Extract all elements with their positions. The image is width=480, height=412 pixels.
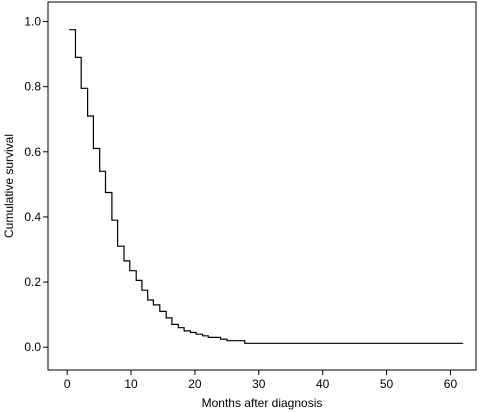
x-tick-label: 30 — [252, 377, 266, 391]
plot-frame — [47, 1, 477, 371]
y-tick-label: 0.4 — [24, 210, 41, 224]
x-axis: 0 10 20 30 40 50 60 — [64, 370, 458, 391]
x-tick-label: 0 — [64, 377, 71, 391]
y-tick-label: 0.6 — [24, 145, 41, 159]
x-tick-label: 60 — [444, 377, 458, 391]
y-axis-title: Cumulative survival — [2, 134, 16, 238]
y-axis: 0.0 0.2 0.4 0.6 0.8 1.0 — [24, 15, 48, 354]
x-tick-label: 20 — [188, 377, 202, 391]
y-tick-label: 0.8 — [24, 80, 41, 94]
x-tick-label: 50 — [380, 377, 394, 391]
y-tick-label: 1.0 — [24, 15, 41, 29]
y-tick-label: 0.0 — [24, 340, 41, 354]
survival-curve — [69, 29, 464, 344]
x-axis-title: Months after diagnosis — [202, 396, 323, 410]
x-tick-label: 40 — [316, 377, 330, 391]
y-tick-label: 0.2 — [24, 275, 41, 289]
x-tick-label: 10 — [124, 377, 138, 391]
